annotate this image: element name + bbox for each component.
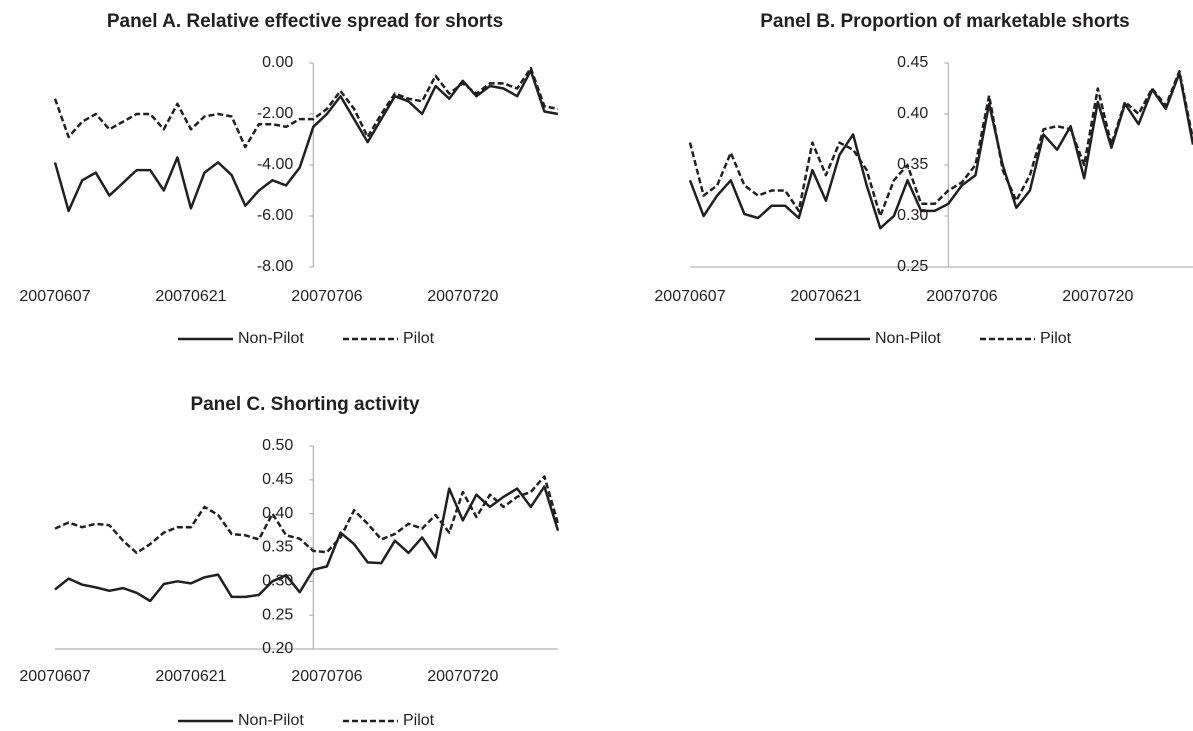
- y-tick-label: 0.25: [262, 606, 293, 623]
- x-tick-label: 20070706: [926, 288, 997, 305]
- y-tick-label: 0.45: [897, 54, 928, 71]
- x-tick-label: 20070621: [155, 288, 226, 305]
- y-tick-label: 0.40: [897, 105, 928, 122]
- chart-title: Panel C. Shorting activity: [190, 394, 420, 415]
- x-tick-label: 20070720: [427, 668, 498, 685]
- x-tick-label: 20070720: [1062, 288, 1133, 305]
- legend-label: Pilot: [403, 712, 435, 729]
- legend-label: Non-Pilot: [875, 330, 941, 347]
- y-tick-label: 0.35: [262, 539, 293, 556]
- series-line: [53, 69, 559, 213]
- y-tick-label: -4.00: [257, 156, 294, 173]
- x-tick-label: 20070706: [291, 288, 362, 305]
- series-line: [54, 475, 560, 555]
- legend-label: Pilot: [403, 330, 435, 347]
- chart-title: Panel B. Proportion of marketable shorts: [760, 11, 1130, 32]
- series-line: [53, 66, 559, 149]
- series-line: [54, 485, 560, 603]
- x-tick-label: 20070720: [427, 288, 498, 305]
- x-tick-label: 20070607: [19, 288, 90, 305]
- y-tick-label: 0.20: [262, 640, 293, 657]
- x-tick-label: 20070607: [654, 288, 725, 305]
- x-tick-label: 20070621: [790, 288, 861, 305]
- y-tick-label: -2.00: [257, 105, 294, 122]
- y-tick-label: 0.45: [262, 471, 293, 488]
- y-tick-label: -6.00: [257, 207, 294, 224]
- legend-label: Pilot: [1040, 330, 1072, 347]
- x-tick-label: 20070706: [291, 668, 362, 685]
- y-tick-label: 0.50: [262, 437, 293, 454]
- series-line: [688, 71, 1193, 230]
- x-tick-label: 20070607: [19, 668, 90, 685]
- x-tick-label: 20070621: [155, 668, 226, 685]
- chart-title: Panel A. Relative effective spread for s…: [107, 11, 503, 32]
- legend-label: Non-Pilot: [238, 712, 304, 729]
- y-tick-label: 0.00: [262, 54, 293, 71]
- legend-label: Non-Pilot: [238, 330, 304, 347]
- y-tick-label: 0.40: [262, 505, 293, 522]
- series-line: [688, 69, 1193, 218]
- y-tick-label: 0.25: [897, 258, 928, 275]
- y-tick-label: -8.00: [257, 258, 294, 275]
- y-tick-label: 0.35: [897, 156, 928, 173]
